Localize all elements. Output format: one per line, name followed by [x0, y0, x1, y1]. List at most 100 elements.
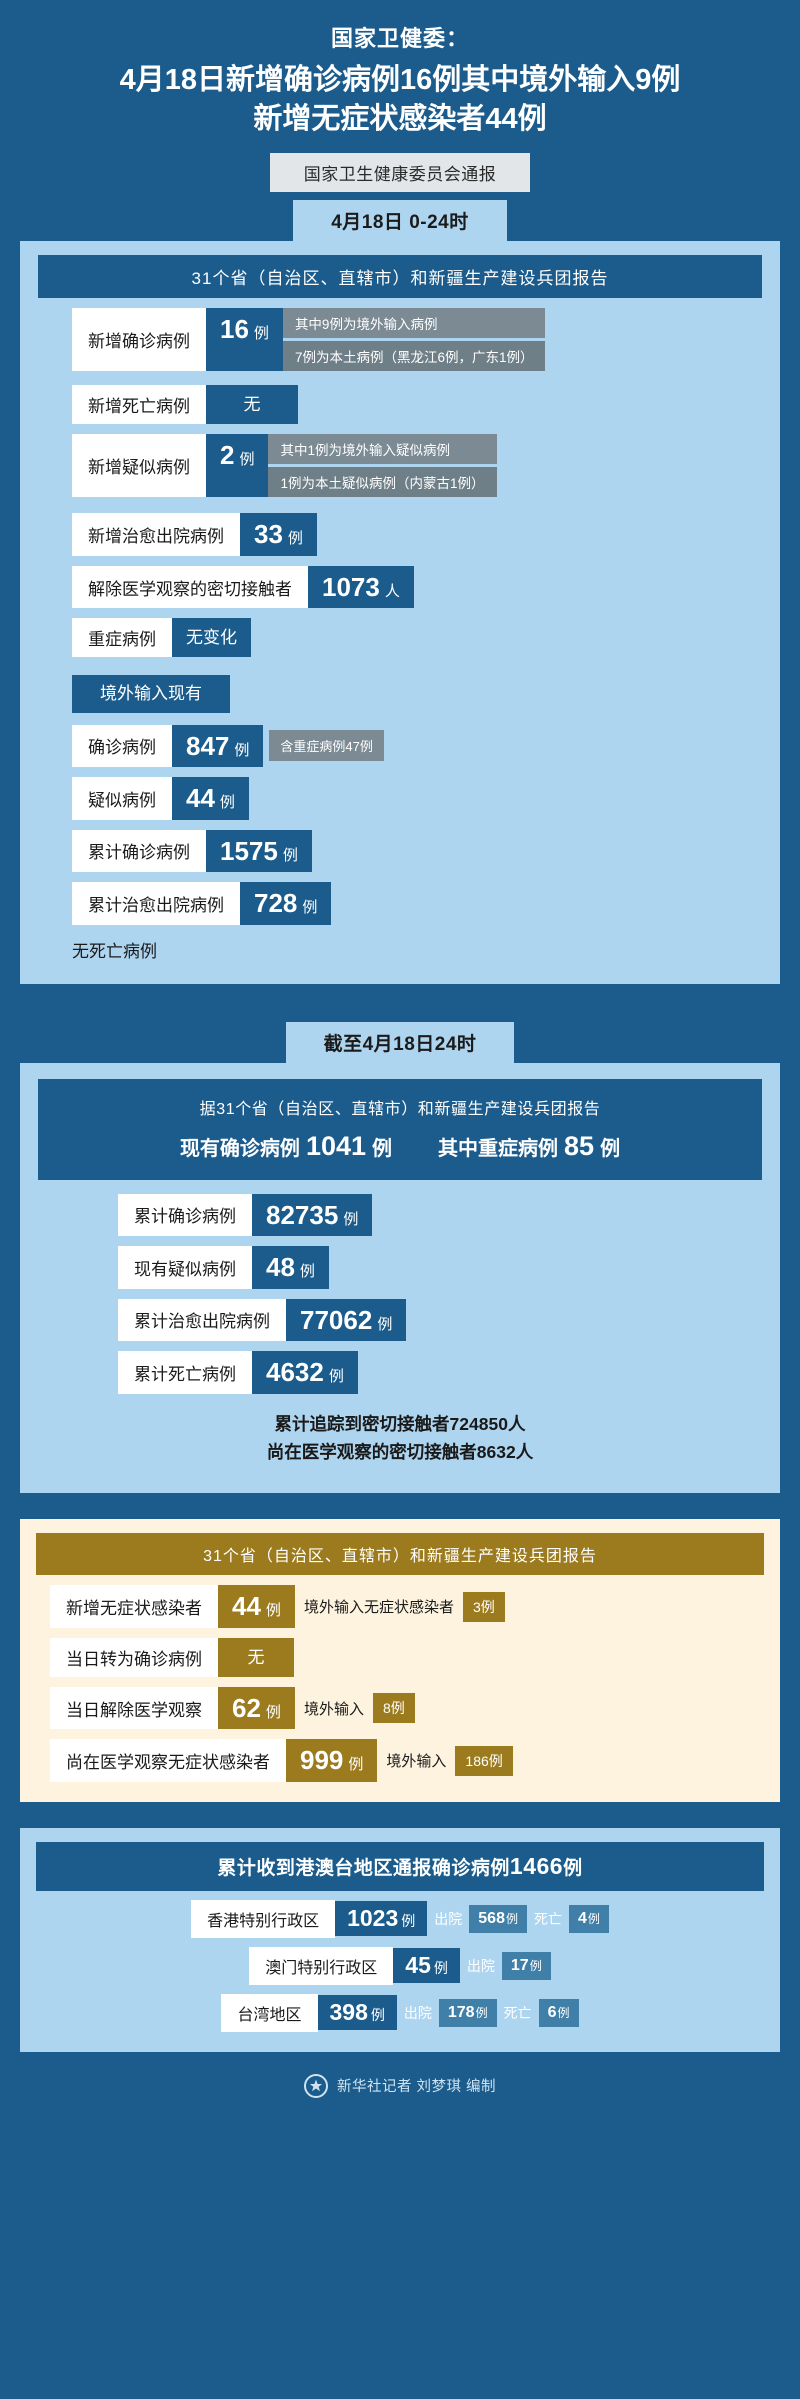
hmt-discharged-label: 出院 [403, 2004, 432, 2021]
hero-label-a: 现有确诊病例 [179, 1137, 300, 1160]
hmt-panel: 累计收到港澳台地区通报确诊病例1466例 香港特别行政区 1023 例 出院 5… [20, 1827, 780, 2052]
row-label: 尚在医学观察无症状感染者 [50, 1739, 286, 1782]
row-value: 无 [218, 1637, 294, 1677]
hmt-region-row: 香港特别行政区 1023 例 出院 568 例 死亡 4 例 [36, 1899, 764, 1938]
imported-bar-row: 境外输入现有 [38, 675, 762, 713]
hmt-region-name: 台湾地区 [221, 1993, 318, 2032]
row-number: 48 [266, 1252, 295, 1283]
row-unit: 例 [302, 899, 318, 917]
row-value: 4632 例 [252, 1351, 358, 1394]
row-label: 当日转为确诊病例 [50, 1637, 218, 1677]
row-value: 82735 例 [252, 1193, 373, 1237]
row-label: 累计确诊病例 [118, 1193, 252, 1237]
row-unit: 例 [219, 794, 235, 812]
hmt-region-name: 澳门特别行政区 [249, 1946, 394, 1985]
row-label: 新增疑似病例 [72, 434, 206, 498]
row-label: 累计死亡病例 [118, 1351, 252, 1394]
row-unit: 人 [384, 582, 400, 600]
row-number: 44 [186, 783, 215, 814]
hero-source-line: 据31个省（自治区、直辖市）和新疆生产建设兵团报告 [199, 1100, 601, 1118]
row-label: 现有疑似病例 [118, 1246, 252, 1289]
row-value: 无变化 [172, 618, 251, 658]
row-label: 重症病例 [72, 618, 172, 658]
section-gap [0, 1493, 800, 1519]
row-number: 1575 [220, 835, 278, 866]
row-note: 其中1例为境外输入疑似病例 [268, 434, 497, 465]
hmt-death-unit: 例 [587, 1911, 600, 1926]
row-unit: 例 [239, 451, 255, 469]
hmt-title-unit: 例 [563, 1857, 583, 1879]
hmt-region-value: 1023 例 [335, 1901, 428, 1937]
infographic-page: 国家卫健委： 4月18日新增确诊病例16例其中境外输入9例 新增无症状感染者44… [0, 26, 800, 2098]
hmt-discharged-label: 出院 [434, 1910, 463, 1927]
data-row: 新增无症状感染者 44 例 境外输入无症状感染者 3例 [36, 1585, 764, 1628]
data-row: 新增确诊病例 16 例 其中9例为境外输入病例 7例为本土病例（黑龙江6例，广东… [38, 308, 762, 372]
hmt-discharged-unit: 例 [505, 1911, 518, 1926]
row-sub-value: 3例 [462, 1591, 505, 1622]
footer-credit: 新华社记者 刘梦琪 编制 [336, 2079, 497, 2096]
hmt-discharged-unit: 例 [475, 2005, 488, 2020]
daily-panel: 31个省（自治区、直辖市）和新疆生产建设兵团报告 新增确诊病例 16 例 其中9… [20, 241, 780, 984]
page-title: 4月18日新增确诊病例16例其中境外输入9例 新增无症状感染者44例 [30, 61, 770, 139]
data-row: 累计治愈出院病例 77062 例 [38, 1298, 762, 1342]
row-sub-value: 8例 [372, 1693, 415, 1724]
hmt-discharged-value: 568 例 [469, 1904, 527, 1933]
hmt-death-label: 死亡 [533, 1910, 562, 1927]
hmt-region-name: 香港特别行政区 [191, 1899, 336, 1938]
row-label: 确诊病例 [72, 724, 172, 768]
row-label: 累计确诊病例 [72, 829, 206, 873]
hmt-discharged-value: 17 例 [501, 1951, 551, 1980]
row-value: 无 [206, 385, 298, 425]
hmt-discharged-number: 17 [510, 1956, 529, 1974]
hmt-title-prefix: 累计收到港澳台地区通报确诊病例 [217, 1857, 510, 1879]
header-kicker: 国家卫健委： [330, 26, 469, 51]
cumulative-footnote: 累计追踪到密切接触者724850人 尚在医学观察的密切接触者8632人 [38, 1410, 762, 1468]
row-sub-label: 境外输入无症状感染者 [303, 1599, 454, 1617]
row-number: 728 [254, 888, 298, 919]
no-death-text: 无死亡病例 [72, 941, 157, 961]
row-unit: 例 [282, 846, 298, 864]
row-value: 728 例 [240, 882, 332, 925]
hmt-death-unit: 例 [557, 2005, 570, 2020]
row-value: 847 例 [172, 724, 264, 768]
row-notes: 其中1例为境外输入疑似病例 1例为本土疑似病例（内蒙古1例） [268, 434, 497, 498]
row-unit: 例 [287, 530, 303, 548]
hmt-discharged-number: 178 [447, 2003, 475, 2021]
row-unit: 例 [343, 1210, 359, 1228]
row-number: 2 [220, 440, 235, 471]
row-number: 无 [243, 395, 261, 415]
data-row: 新增疑似病例 2 例 其中1例为境外输入疑似病例 1例为本土疑似病例（内蒙古1例… [38, 434, 762, 498]
hmt-discharged-unit: 例 [529, 1958, 542, 1973]
date-chip-wrap: 4月18日 0-24时 [30, 200, 770, 242]
row-number: 77062 [300, 1304, 373, 1335]
hero-values-line: 现有确诊病例 1041 例 其中重症病例 85 例 [50, 1131, 750, 1162]
row-unit: 例 [377, 1315, 393, 1333]
imported-bar-label: 境外输入现有 [100, 684, 202, 704]
hmt-number: 1023 [347, 1905, 399, 1932]
hmt-number: 398 [329, 1999, 368, 2026]
row-sub-label: 境外输入 [386, 1753, 447, 1771]
row-unit: 例 [234, 741, 250, 759]
hmt-region-row: 澳门特别行政区 45 例 出院 17 例 [36, 1946, 764, 1985]
row-note: 含重症病例47例 [269, 730, 384, 762]
hmt-unit: 例 [401, 1913, 416, 1930]
row-value: 44 例 [172, 777, 249, 820]
data-row: 新增治愈出院病例 33 例 [38, 513, 762, 556]
row-label: 新增死亡病例 [72, 385, 206, 425]
data-row: 当日解除医学观察 62 例 境外输入 8例 [36, 1686, 764, 1730]
hmt-title-value: 1466 [509, 1852, 564, 1879]
row-value: 16 例 [206, 308, 283, 372]
row-unit: 例 [265, 1703, 281, 1721]
hmt-title: 累计收到港澳台地区通报确诊病例1466例 [36, 1841, 764, 1891]
hmt-death-value: 4 例 [568, 1904, 609, 1933]
data-row: 重症病例 无变化 [38, 618, 762, 658]
row-number: 无变化 [186, 628, 237, 648]
headline-line-2: 新增无症状感染者44例 [253, 103, 547, 136]
cumulative-date-badge: 截至4月18日24时 [285, 1021, 515, 1063]
row-sub-label: 境外输入 [303, 1700, 364, 1718]
hmt-unit: 例 [433, 1960, 448, 1977]
section-gap [0, 984, 800, 1022]
row-notes: 其中9例为境外输入病例 7例为本土病例（黑龙江6例，广东1例） [282, 308, 546, 372]
row-number: 82735 [266, 1199, 339, 1230]
headline-line-1: 4月18日新增确诊病例16例其中境外输入9例 [119, 64, 681, 96]
